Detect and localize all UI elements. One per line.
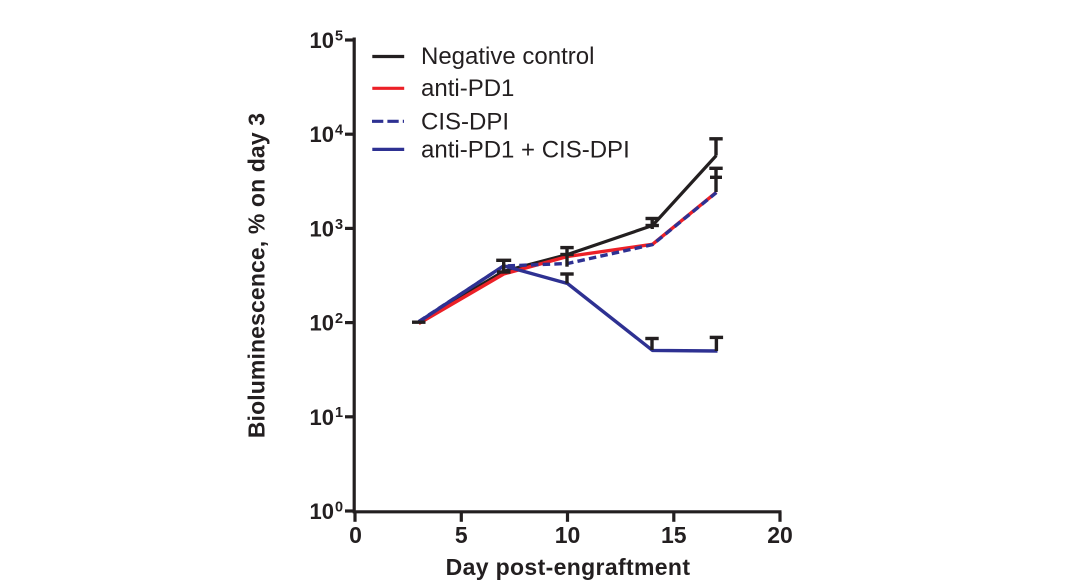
svg-text:10: 10	[310, 311, 334, 336]
svg-text:10: 10	[310, 499, 334, 524]
svg-text:Day post-engraftment: Day post-engraftment	[446, 554, 691, 580]
svg-text:4: 4	[335, 123, 343, 139]
svg-text:20: 20	[767, 522, 793, 548]
svg-text:Bioluminescence, % on day 3: Bioluminescence, % on day 3	[244, 113, 270, 438]
svg-text:0: 0	[349, 522, 362, 548]
svg-text:0: 0	[335, 499, 343, 515]
svg-text:10: 10	[310, 28, 334, 53]
svg-text:10: 10	[310, 405, 334, 430]
svg-text:2: 2	[335, 311, 343, 327]
svg-text:CIS-DPI: CIS-DPI	[421, 108, 509, 135]
svg-text:15: 15	[661, 522, 687, 548]
svg-text:10: 10	[310, 122, 334, 147]
svg-text:anti-PD1 + CIS-DPI: anti-PD1 + CIS-DPI	[421, 136, 630, 163]
svg-text:Negative control: Negative control	[421, 43, 594, 70]
svg-text:10: 10	[555, 522, 581, 548]
svg-text:5: 5	[335, 28, 343, 44]
svg-text:5: 5	[455, 522, 468, 548]
svg-text:10: 10	[310, 216, 334, 241]
svg-text:3: 3	[335, 217, 343, 233]
svg-text:1: 1	[335, 405, 343, 421]
svg-text:anti-PD1: anti-PD1	[421, 75, 514, 102]
